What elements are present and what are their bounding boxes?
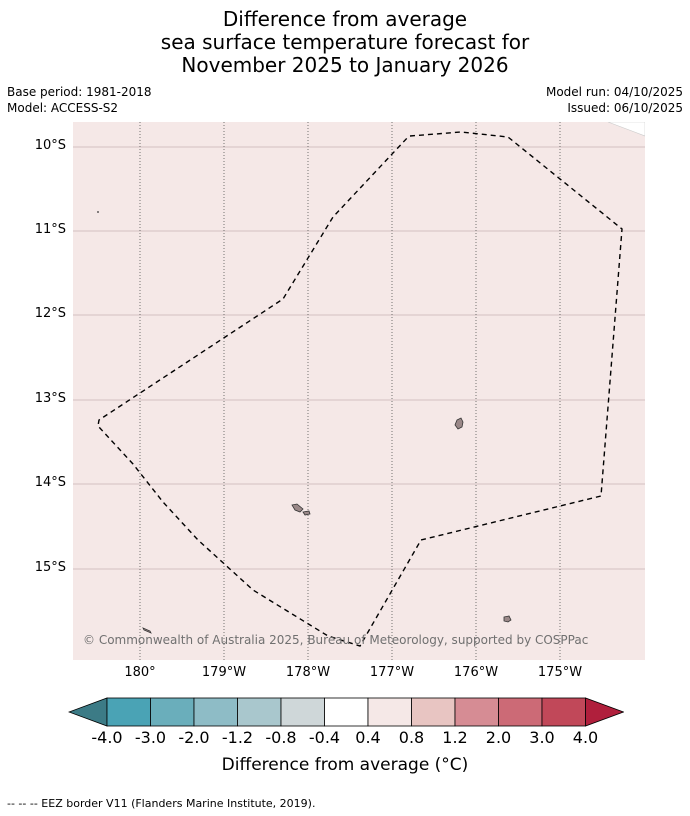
colorbar-bin [106, 697, 151, 727]
colorbar-tick-label: -3.0 [134, 728, 167, 747]
lat-label-10s: 10°S [34, 138, 66, 153]
colorbar-tick-label: 4.0 [572, 728, 599, 747]
island-east [454, 417, 464, 430]
lat-label-13s: 13°S [34, 391, 66, 406]
lon-label-179w: 179°W [201, 665, 247, 680]
model-run: Model run: 04/10/2025 [545, 85, 683, 99]
lat-label-15s: 15°S [34, 560, 66, 575]
colorbar-bin [411, 697, 456, 727]
colorbar-tick-label: 1.2 [442, 728, 468, 747]
colorbar-title: Difference from average (°C) [221, 755, 469, 775]
lon-gridlines [139, 122, 561, 660]
title-line-3: November 2025 to January 2026 [181, 53, 509, 77]
colorbar [68, 697, 624, 727]
colorbar-bin [454, 697, 499, 727]
lon-label-177w: 177°W [369, 665, 415, 680]
lon-label-175w: 175°W [537, 665, 583, 680]
eez-footnote: -- -- -- EEZ border V11 (Flanders Marine… [7, 797, 316, 810]
colorbar-tick-label: -1.2 [221, 728, 254, 747]
colorbar-extend-high [585, 697, 624, 727]
meta-right: Model run: 04/10/2025 Issued: 06/10/2025 [546, 84, 683, 116]
colorbar-bin [498, 697, 543, 727]
colorbar-tick-label: 2.0 [485, 728, 512, 747]
colorbar-tick-label: -2.0 [178, 728, 210, 747]
colorbar-bin [367, 697, 412, 727]
title-line-2: sea surface temperature forecast for [160, 30, 530, 54]
colorbar-bins [68, 697, 624, 727]
map-corner [607, 122, 645, 137]
colorbar-extend-low [68, 697, 108, 727]
colorbar-tick-label: 0.8 [398, 728, 425, 747]
map-canvas [73, 122, 645, 660]
colorbar-tick-label: 0.4 [355, 728, 381, 747]
lon-label-180: 180° [124, 665, 156, 680]
colorbar-tick-label: -0.4 [308, 728, 341, 747]
copyright-notice: © Commonwealth of Australia 2025, Bureau… [83, 633, 589, 647]
islet-north-west [97, 211, 99, 213]
island-south-west [291, 503, 304, 513]
map-title: Difference from average sea surface temp… [0, 8, 690, 77]
lat-label-14s: 14°S [34, 475, 66, 490]
colorbar-tick-label: -0.8 [265, 728, 297, 747]
base-period: Base period: 1981-2018 [7, 85, 152, 99]
island-south-west-small [302, 510, 311, 516]
colorbar-bin [324, 697, 369, 727]
meta-left: Base period: 1981-2018 Model: ACCESS-S2 [7, 84, 152, 116]
lat-label-12s: 12°S [34, 306, 66, 321]
colorbar-bin [193, 697, 238, 727]
lat-gridlines [73, 146, 645, 570]
lon-label-176w: 176°W [453, 665, 499, 680]
lat-label-11s: 11°S [34, 222, 66, 237]
model-name: Model: ACCESS-S2 [7, 101, 119, 115]
colorbar-tick-label: 3.0 [529, 728, 555, 747]
colorbar-bin [150, 697, 195, 727]
colorbar-tick-label: -4.0 [91, 728, 123, 747]
colorbar-bin [541, 697, 586, 727]
islet-south [142, 627, 152, 634]
map-panel: © Commonwealth of Australia 2025, Bureau… [73, 122, 645, 660]
lon-label-178w: 178°W [285, 665, 331, 680]
title-line-1: Difference from average [222, 7, 468, 31]
island-south-east [503, 615, 512, 623]
colorbar-bin [237, 697, 282, 727]
issued-date: Issued: 06/10/2025 [567, 101, 683, 115]
colorbar-bin [280, 697, 325, 727]
